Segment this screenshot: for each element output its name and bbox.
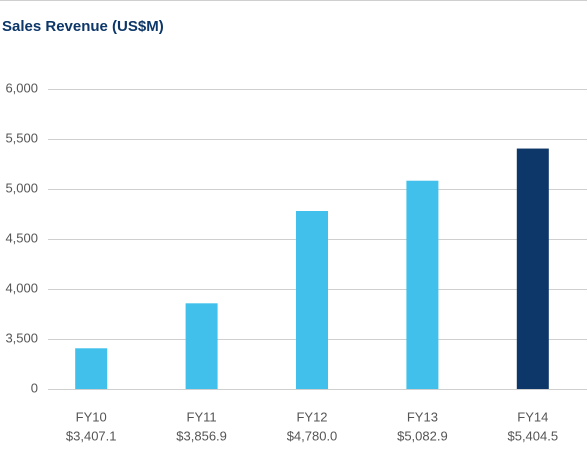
value-label: $4,780.0	[287, 428, 338, 443]
y-tick-label: 4,500	[5, 230, 38, 245]
x-tick-label: FY11	[187, 409, 217, 424]
value-label: $5,082.9	[397, 428, 448, 443]
y-tick-label: 0	[31, 380, 38, 395]
bar	[516, 148, 549, 389]
bar	[296, 211, 328, 389]
y-tick-label: 5,500	[5, 130, 38, 145]
x-tick-label: FY12	[296, 409, 327, 424]
bar	[185, 303, 218, 389]
value-label: $3,856.9	[176, 428, 227, 443]
y-tick-label: 6,000	[5, 80, 38, 95]
y-tick-label: 4,000	[5, 280, 38, 295]
bar	[406, 180, 439, 389]
value-label: $3,407.1	[66, 428, 117, 443]
value-label: $5,404.5	[507, 428, 558, 443]
x-tick-label: FY14	[517, 409, 548, 424]
x-tick-label: FY13	[407, 409, 438, 424]
chart-title: Sales Revenue (US$M)	[2, 18, 164, 35]
x-tick-label: FY10	[76, 409, 107, 424]
y-tick-label: 5,000	[5, 180, 38, 195]
bar	[75, 348, 108, 389]
y-tick-label: 3,500	[5, 330, 38, 345]
